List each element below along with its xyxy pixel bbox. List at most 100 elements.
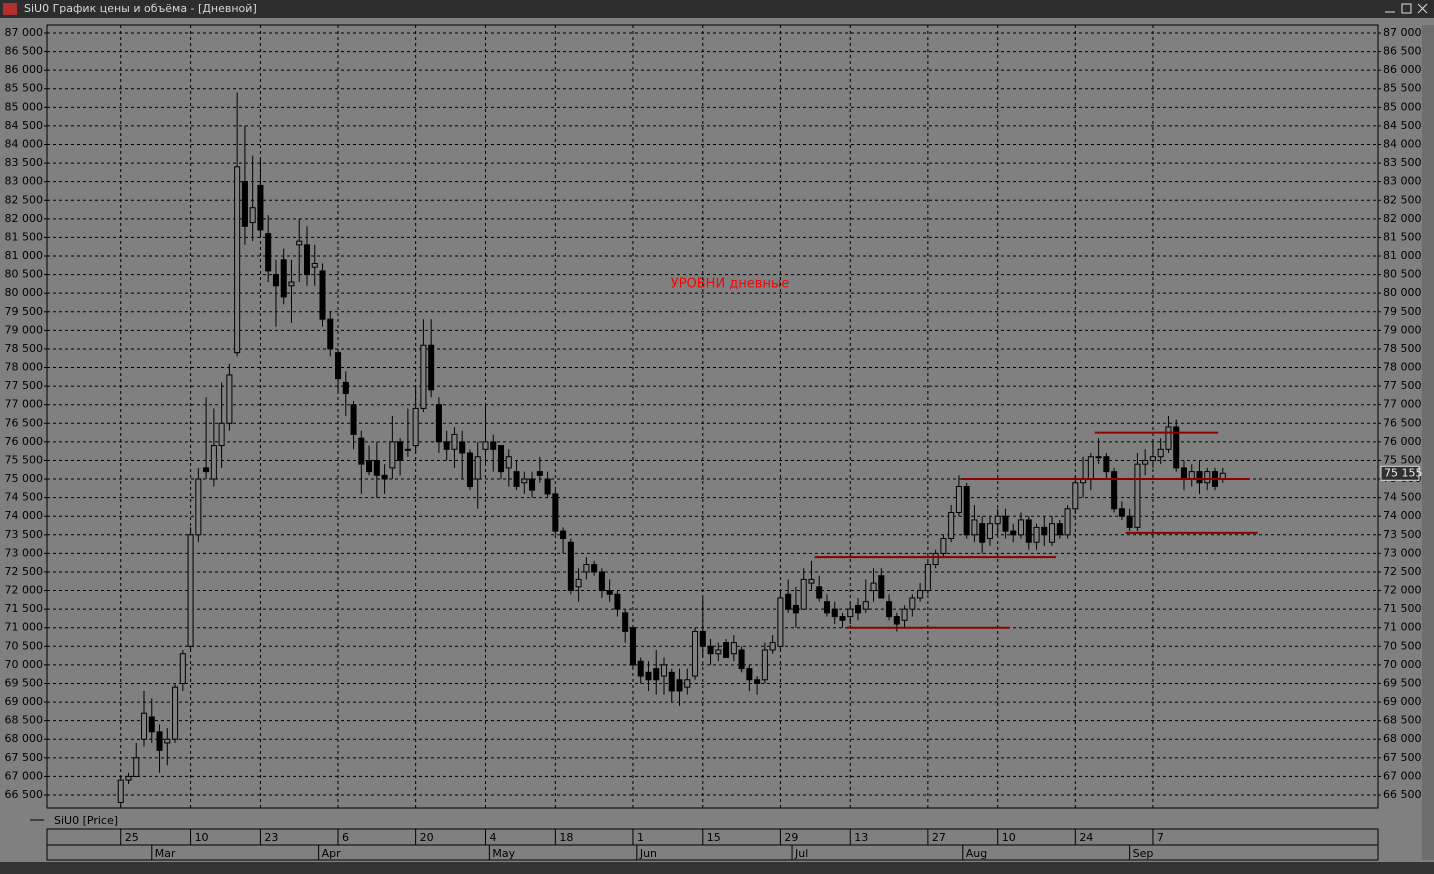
y2-tick-label: 79 000: [1383, 323, 1422, 336]
candle-body: [1126, 515, 1133, 528]
candle-body: [1157, 448, 1164, 458]
x-tick-label: 13: [854, 831, 868, 844]
y-tick-label: 69 500: [5, 676, 44, 689]
candle-body: [831, 608, 838, 618]
candle-body: [653, 668, 660, 681]
candle-body: [948, 511, 955, 540]
y-tick-label: 76 500: [5, 416, 44, 429]
candle-body: [358, 437, 365, 465]
candle-body: [327, 318, 334, 350]
y2-tick-label: 82 500: [1383, 193, 1422, 206]
y2-tick-label: 85 000: [1383, 100, 1422, 113]
candle-body: [629, 627, 636, 666]
x-tick-label: 10: [1002, 831, 1016, 844]
candle-body: [583, 564, 590, 573]
candle-body: [878, 575, 885, 599]
y-tick-label: 79 500: [5, 305, 44, 318]
candle-body: [839, 616, 846, 621]
y-tick-label: 80 000: [5, 286, 44, 299]
candle-body: [397, 441, 404, 461]
scrollbar[interactable]: [1422, 25, 1434, 860]
candle-body: [560, 530, 567, 540]
candle-body: [901, 608, 908, 621]
candle-body: [971, 519, 978, 536]
y-tick-label: 66 500: [5, 788, 44, 801]
y2-tick-label: 78 500: [1383, 342, 1422, 355]
x-tick-label: 7: [1157, 831, 1164, 844]
y-tick-label: 69 000: [5, 695, 44, 708]
candle-body: [598, 571, 605, 592]
candle-body: [203, 467, 210, 473]
candle-body: [1041, 526, 1048, 536]
candle-body: [1188, 471, 1195, 480]
candle-body: [117, 779, 124, 803]
candle-body: [715, 649, 722, 655]
candle-body: [808, 578, 815, 584]
y2-tick-label: 82 000: [1383, 212, 1422, 225]
y-tick-label: 75 000: [5, 472, 44, 485]
candle-body: [210, 445, 217, 480]
candle-body: [699, 630, 706, 647]
candle-body: [1095, 456, 1102, 459]
candle-body: [692, 630, 699, 677]
y-tick-label: 75 500: [5, 453, 44, 466]
candle-body: [296, 240, 303, 246]
y-tick-label: 83 000: [5, 175, 44, 188]
month-label: Apr: [322, 847, 342, 860]
y2-tick-label: 78 000: [1383, 361, 1422, 374]
y-tick-label: 80 500: [5, 268, 44, 281]
y-tick-label: 86 000: [5, 63, 44, 76]
candle-body: [754, 679, 761, 684]
candle-body: [373, 459, 380, 476]
candle-body: [133, 757, 140, 777]
y-tick-label: 67 500: [5, 751, 44, 764]
candle-body: [234, 166, 241, 354]
candle-body: [730, 642, 737, 655]
candle-body: [249, 207, 256, 224]
y2-tick-label: 80 500: [1383, 268, 1422, 281]
y2-tick-label: 77 500: [1383, 379, 1422, 392]
last-price-label: 75 155: [1384, 466, 1423, 479]
candle-body: [847, 608, 854, 618]
candle-body: [1033, 526, 1040, 543]
candle-body: [637, 660, 644, 677]
candle-body: [862, 601, 869, 610]
maximize-button[interactable]: [1401, 3, 1412, 14]
x-tick-label: 6: [342, 831, 349, 844]
candle-body: [792, 604, 799, 614]
y2-tick-label: 86 000: [1383, 63, 1422, 76]
y-tick-label: 83 500: [5, 156, 44, 169]
y-tick-label: 73 500: [5, 528, 44, 541]
y2-tick-label: 67 500: [1383, 751, 1422, 764]
candle-body: [606, 590, 613, 595]
close-button[interactable]: [1417, 3, 1428, 14]
legend-label: SiU0 [Price]: [54, 814, 118, 827]
y-tick-label: 71 500: [5, 602, 44, 615]
candle-body: [544, 478, 551, 495]
candle-body: [932, 552, 939, 566]
y2-tick-label: 74 000: [1383, 509, 1422, 522]
y-tick-label: 77 500: [5, 379, 44, 392]
y2-tick-label: 67 000: [1383, 769, 1422, 782]
window-title: SiU0 График цены и объёма - [Дневной]: [24, 2, 257, 15]
candle-body: [319, 270, 326, 320]
candle-body: [241, 181, 248, 227]
candle-body: [226, 374, 233, 424]
candle-body: [940, 538, 947, 554]
candle-body: [156, 731, 163, 751]
candle-body: [785, 593, 792, 610]
x-tick-label: 15: [707, 831, 721, 844]
candle-body: [870, 582, 877, 592]
candle-body: [335, 352, 342, 380]
candle-body: [428, 344, 435, 391]
candle-body: [723, 642, 730, 658]
month-label: Aug: [966, 847, 987, 860]
candle-body: [979, 523, 986, 543]
y2-tick-label: 68 000: [1383, 732, 1422, 745]
y2-tick-label: 85 500: [1383, 82, 1422, 95]
y-tick-label: 72 000: [5, 584, 44, 597]
y2-tick-label: 69 500: [1383, 676, 1422, 689]
candle-body: [404, 448, 411, 451]
candle-body: [288, 281, 295, 287]
x-tick-label: 24: [1079, 831, 1093, 844]
